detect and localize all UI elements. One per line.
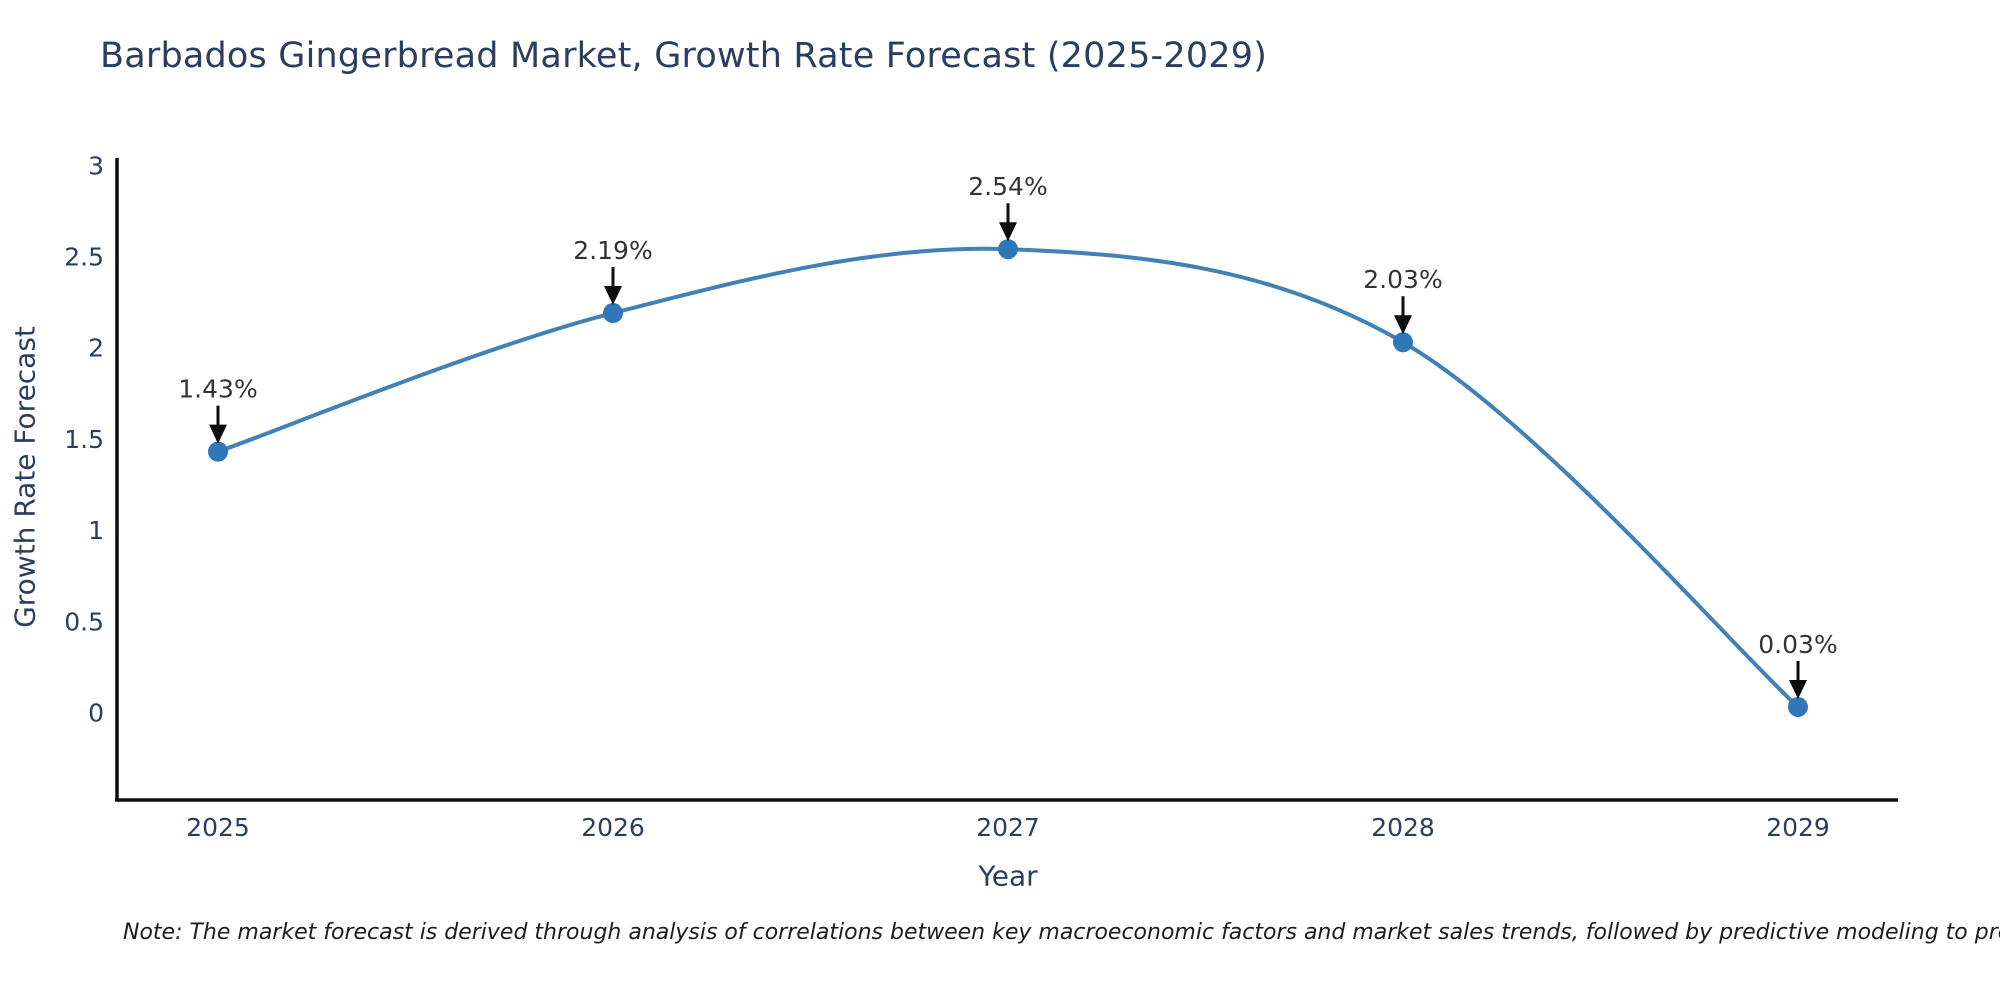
annotation-arrowhead-icon [999,222,1017,242]
x-tick-label: 2029 [1766,813,1830,842]
annotation-arrowhead-icon [209,424,227,444]
y-axis-title: Growth Rate Forecast [8,326,42,628]
annotation-arrowhead-icon [1394,315,1412,335]
y-tick-label: 2.5 [64,242,104,271]
y-tick-label: 2 [88,334,104,363]
chart-title: Barbados Gingerbread Market, Growth Rate… [100,36,1268,76]
data-point-label: 2.03% [1363,265,1442,294]
y-tick-label: 1.5 [64,425,104,454]
x-axis-title: Year [978,859,1038,893]
trend-line [216,246,1800,709]
data-point-label: 2.54% [968,172,1047,201]
data-point-marker[interactable] [1788,696,1808,717]
y-tick-label: 1 [88,516,104,545]
y-tick-label: 3 [88,151,104,180]
footnote: Note: The market forecast is derived thr… [123,920,2000,945]
data-point-marker[interactable] [603,303,623,324]
annotation-arrowhead-icon [604,286,622,306]
y-tick-label: 0 [88,698,104,727]
data-point-label: 1.43% [178,375,257,404]
data-point-marker[interactable] [998,239,1018,260]
y-tick-label: 0.5 [64,607,104,636]
data-point-label: 0.03% [1758,630,1837,659]
data-point-marker[interactable] [208,441,228,462]
data-point-marker[interactable] [1393,332,1413,353]
x-tick-label: 2025 [186,813,250,842]
x-tick-label: 2027 [976,813,1040,842]
x-tick-label: 2028 [1371,813,1435,842]
annotation-arrowhead-icon [1789,679,1807,699]
data-point-label: 2.19% [573,236,652,265]
x-tick-label: 2026 [581,813,645,842]
